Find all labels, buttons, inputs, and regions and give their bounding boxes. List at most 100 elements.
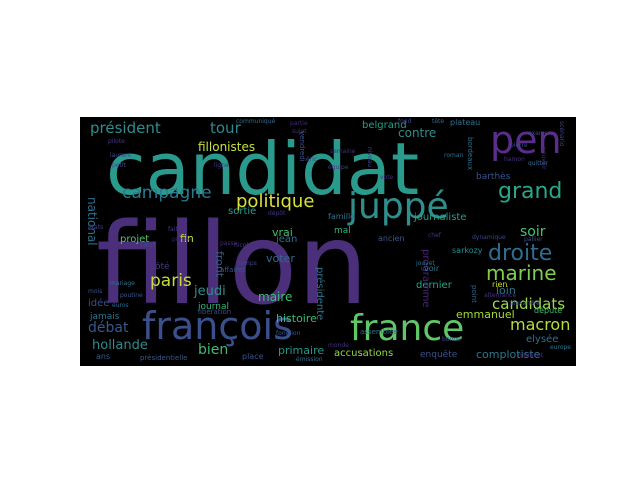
word: emmanuel: [456, 308, 515, 321]
word: roman: [444, 152, 464, 159]
word: euros: [112, 302, 129, 309]
word-cloud: candidat fillon pen françois france jupp…: [80, 117, 576, 366]
word: quitter: [528, 160, 549, 167]
word: bien: [198, 342, 229, 358]
word: contre: [398, 126, 437, 140]
word: examen: [528, 130, 553, 137]
word: campagne: [122, 183, 212, 203]
word: elysée: [526, 334, 559, 345]
word: bonne: [442, 336, 461, 343]
word: vote: [380, 174, 394, 181]
word: ligne: [214, 162, 229, 169]
word: rien: [492, 280, 508, 289]
word: barthès: [476, 172, 511, 182]
word: françois: [142, 304, 293, 348]
word: place: [242, 352, 264, 361]
word: sarkozy: [452, 246, 483, 255]
word: macron: [510, 315, 571, 334]
word: présidente: [314, 267, 325, 321]
word: laurent: [110, 152, 132, 159]
word: débat: [88, 320, 129, 336]
word: projet: [120, 234, 150, 245]
word: député: [534, 306, 563, 315]
word: mal: [334, 226, 351, 236]
word: complotiste: [476, 348, 541, 361]
word: journal: [198, 302, 229, 312]
word: jouyet: [416, 260, 435, 267]
word: tour: [210, 119, 241, 137]
word: nicolas: [234, 242, 255, 249]
word: états: [88, 224, 104, 231]
word: vendredi: [298, 131, 306, 162]
word: idée: [88, 298, 110, 309]
word: alternance: [484, 292, 517, 299]
word: fait: [168, 226, 178, 233]
word: histoire: [276, 312, 317, 325]
word: primaire: [278, 344, 325, 357]
word: candidats: [492, 295, 566, 313]
word: monde: [328, 342, 349, 349]
word: fin: [180, 232, 194, 245]
word: jamais: [90, 312, 120, 322]
word: europe: [550, 344, 571, 351]
word: soir: [520, 224, 546, 240]
word: grand: [498, 179, 563, 204]
word: émission: [296, 356, 323, 363]
word: fonction: [276, 330, 301, 337]
word: plateau: [450, 118, 481, 127]
word: alexandre: [510, 300, 540, 307]
word: france: [350, 308, 465, 349]
word: maire: [258, 290, 293, 304]
word: côté: [150, 262, 170, 272]
word: pierre: [510, 142, 528, 149]
word: poutine: [120, 292, 143, 299]
word: scénario: [558, 121, 565, 147]
word: vrai: [272, 226, 293, 239]
word: passe: [220, 240, 238, 247]
word: éric: [306, 156, 318, 163]
word: accusations: [334, 348, 394, 359]
word: moment: [518, 352, 544, 359]
word: mois: [88, 288, 103, 295]
word: mariage: [110, 280, 135, 287]
word: belgrand: [362, 120, 407, 131]
word: loin: [496, 284, 516, 297]
word: équipe: [328, 164, 349, 171]
word: candidat: [106, 127, 420, 211]
word: programme: [420, 249, 431, 308]
word: affaires: [220, 266, 247, 274]
word: jeudi: [194, 284, 226, 299]
word: semaine: [330, 148, 356, 155]
word: faut: [140, 240, 156, 249]
word: jean: [276, 234, 298, 245]
word: sortie: [228, 206, 257, 217]
word: famille: [328, 212, 356, 221]
word: marine: [486, 261, 557, 285]
word: hamon: [504, 156, 525, 163]
word: communiqué: [236, 118, 276, 125]
word: journaliste: [414, 212, 467, 223]
word: fond: [398, 118, 412, 125]
word: ancien: [378, 234, 405, 243]
word: voter: [266, 252, 295, 265]
word: pilote: [108, 138, 125, 145]
word: droite: [488, 241, 553, 266]
word: assemblée: [360, 328, 398, 336]
word: présidentielle: [140, 354, 188, 362]
word: voir: [424, 264, 440, 273]
word: presse: [172, 236, 192, 243]
word: paris: [150, 271, 192, 291]
word: petit: [112, 162, 126, 169]
word: hollande: [92, 338, 148, 353]
word: partie: [290, 120, 308, 127]
word: front: [213, 251, 226, 278]
word: bordeaux: [466, 137, 474, 171]
word: pallier: [524, 236, 543, 243]
word: temps: [238, 260, 257, 267]
word: pen: [490, 118, 562, 162]
word: libération: [198, 308, 232, 316]
word: tête: [432, 118, 445, 125]
word: juppé: [348, 186, 449, 227]
word: sujet: [292, 128, 307, 135]
word: point: [470, 285, 478, 303]
